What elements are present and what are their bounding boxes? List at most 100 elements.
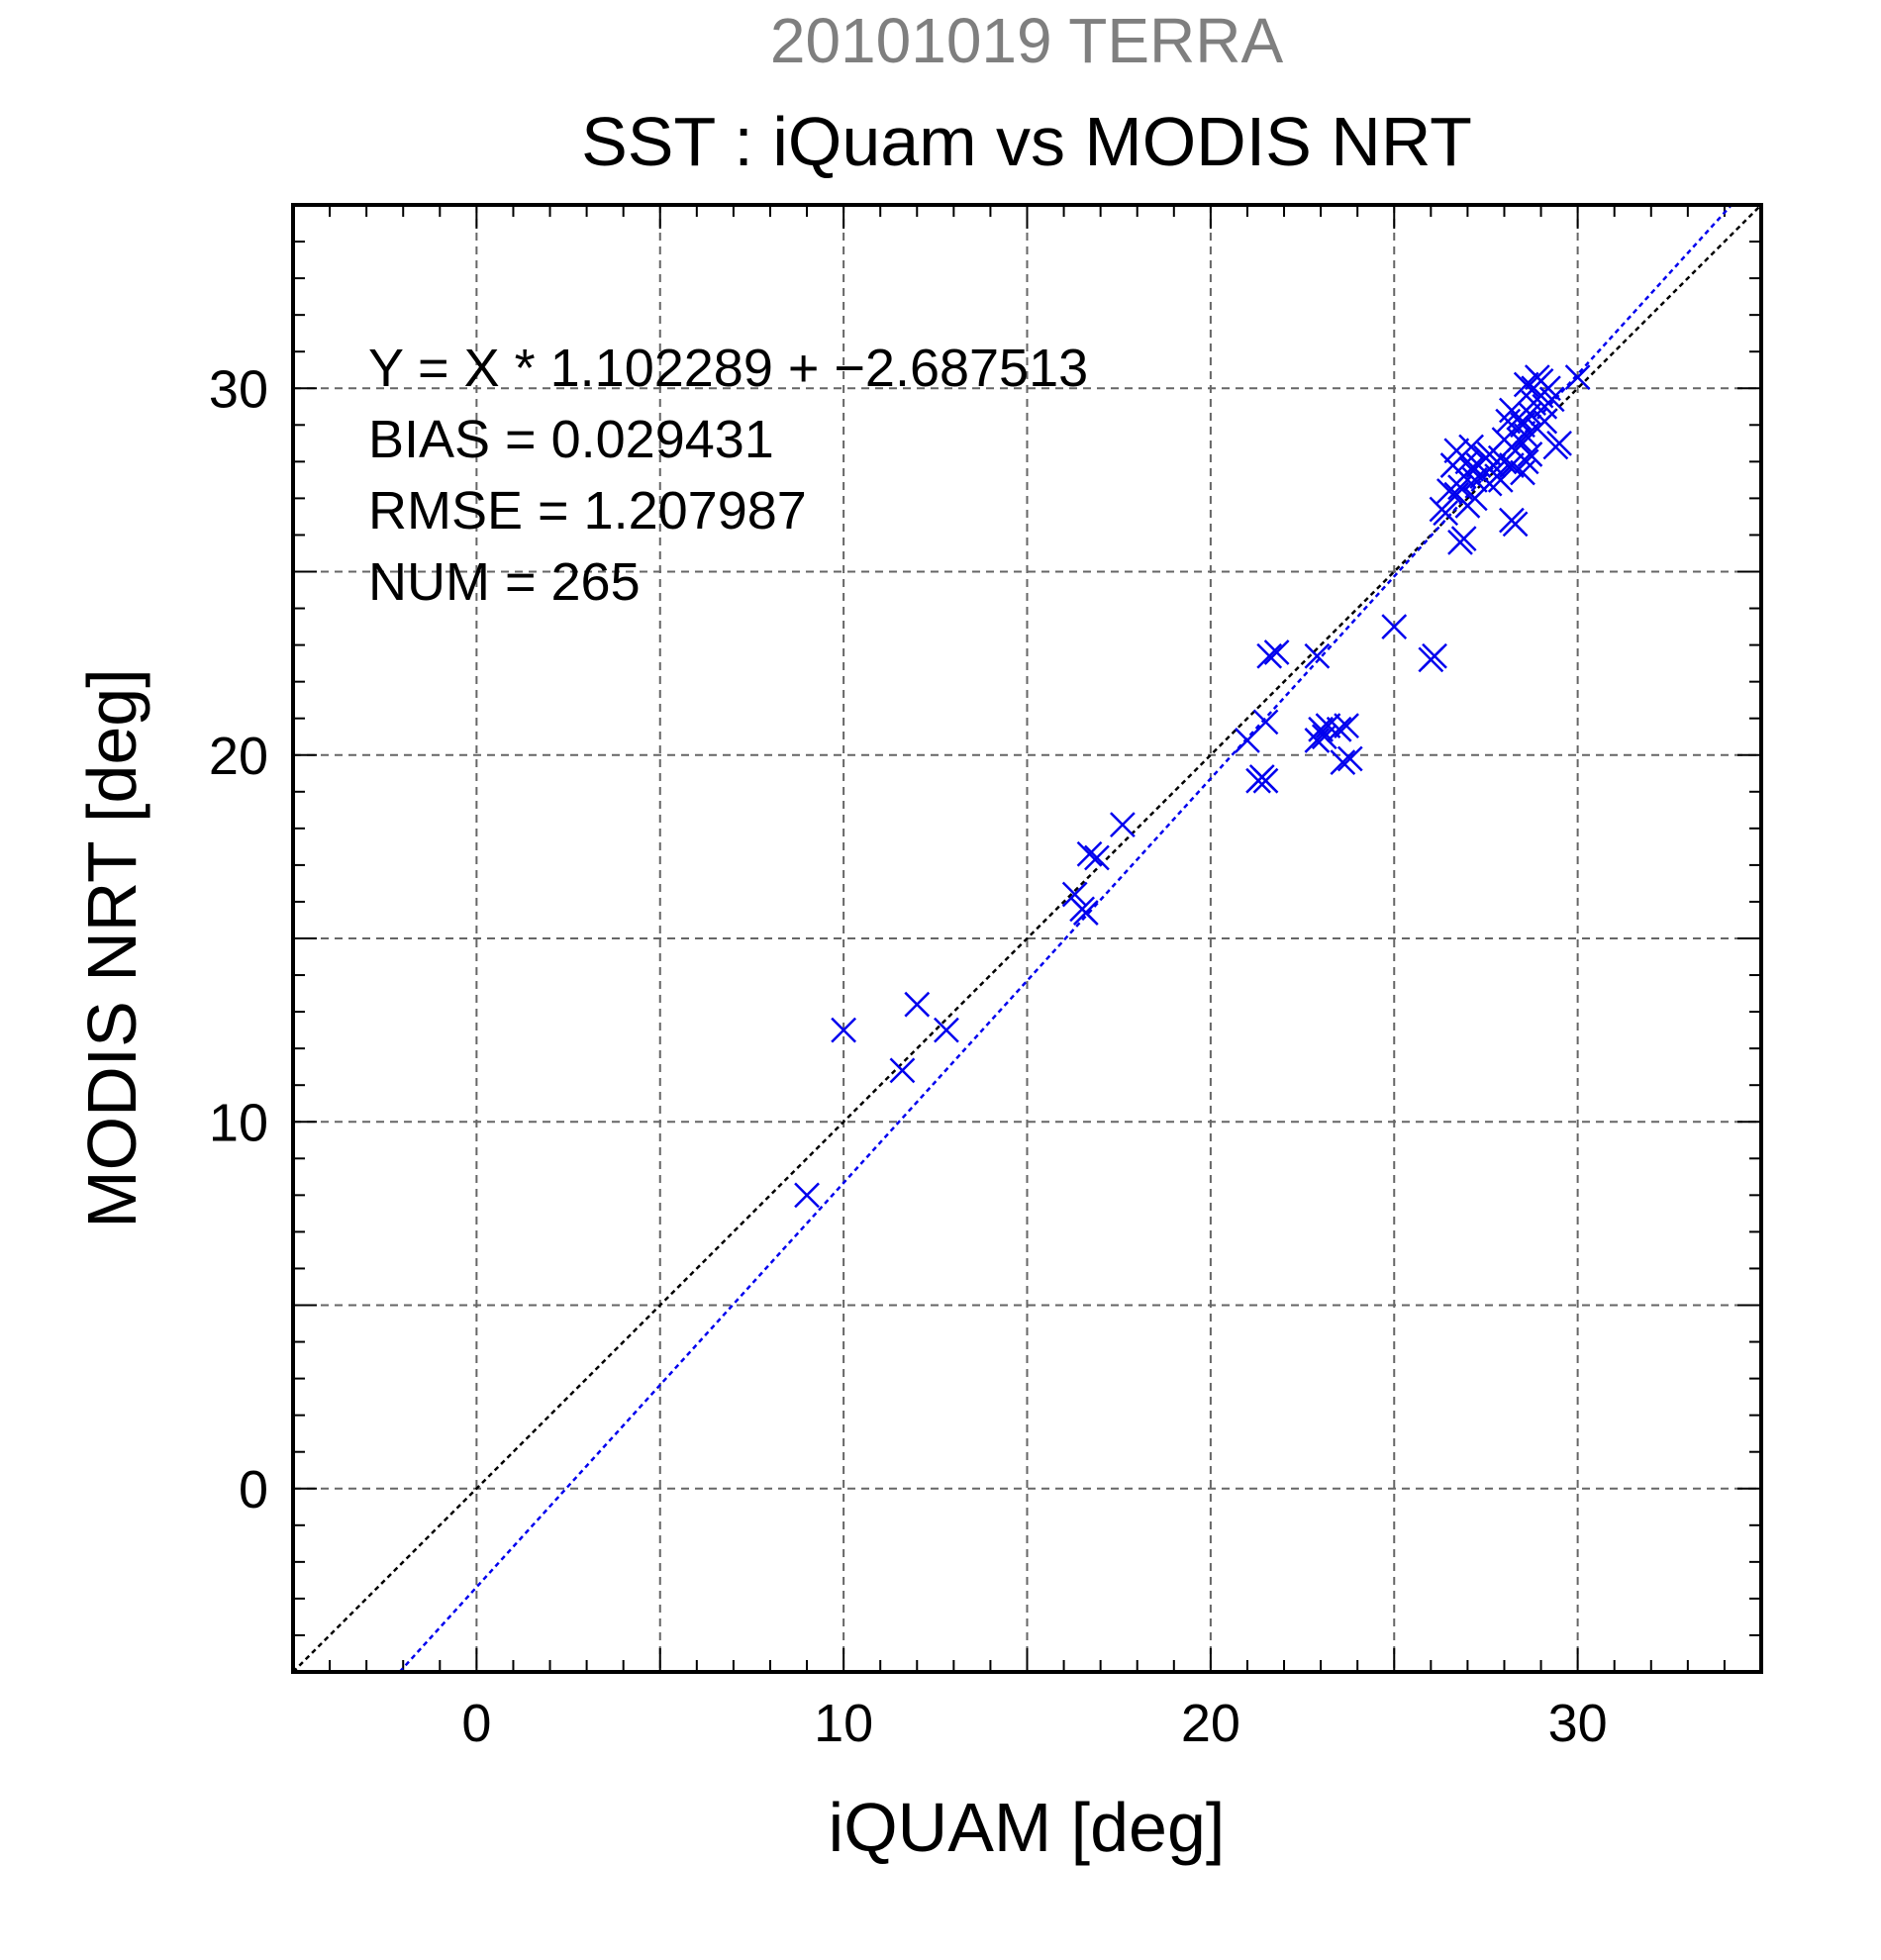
- fit-statistics: Y = X * 1.102289 + −2.687513 BIAS = 0.029…: [368, 339, 1088, 612]
- data-point-stroke: [889, 1057, 916, 1084]
- data-point-stroke: [1252, 767, 1279, 794]
- data-point: [934, 1017, 959, 1043]
- data-point: [1513, 448, 1539, 475]
- x-axis-label: iQUAM [deg]: [829, 1789, 1226, 1866]
- data-point-stroke: [1461, 466, 1488, 493]
- data-point-stroke: [1110, 812, 1136, 838]
- data-point-stroke: [1513, 448, 1539, 475]
- data-point-stroke: [1443, 481, 1470, 508]
- data-point-stroke: [1326, 716, 1352, 742]
- data-point-stroke: [1076, 840, 1103, 867]
- data-point-stroke: [1252, 709, 1279, 735]
- y-tick-label: 20: [209, 727, 268, 786]
- data-point: [1499, 397, 1525, 424]
- data-point: [1256, 642, 1283, 669]
- data-point-stroke: [1535, 375, 1561, 402]
- data-point-stroke: [1458, 455, 1484, 482]
- data-point: [1458, 455, 1484, 482]
- data-point-stroke: [934, 1017, 959, 1043]
- grid-layer: [293, 205, 1761, 1672]
- data-point-stroke: [1499, 397, 1525, 424]
- data-point-stroke: [1072, 900, 1099, 926]
- x-tick-label: 20: [1181, 1694, 1240, 1753]
- data-point-stroke: [1546, 430, 1572, 456]
- y-tick-label: 10: [209, 1093, 268, 1152]
- y-axis-label: MODIS NRT [deg]: [73, 668, 150, 1227]
- data-point-stroke: [1061, 881, 1088, 908]
- data-point-stroke: [794, 1182, 820, 1209]
- data-point-stroke: [1538, 386, 1565, 413]
- data-point: [1252, 767, 1279, 794]
- data-point-stroke: [1454, 448, 1481, 475]
- data-point-stroke: [1499, 452, 1525, 478]
- data-point-stroke: [1502, 511, 1529, 538]
- data-point: [1502, 511, 1529, 538]
- data-point: [1538, 386, 1565, 413]
- data-point-stroke: [1308, 716, 1334, 742]
- data-point: [1564, 364, 1591, 391]
- data-point: [1336, 745, 1363, 772]
- data-point: [1304, 642, 1331, 669]
- fit-statistic-line: BIAS = 0.029431: [368, 410, 774, 469]
- data-point-stroke: [1336, 745, 1363, 772]
- data-point-stroke: [831, 1017, 857, 1043]
- data-point-stroke: [904, 991, 931, 1018]
- data-point: [1308, 716, 1334, 742]
- data-point: [1517, 441, 1543, 467]
- data-point: [1546, 430, 1572, 456]
- data-point-stroke: [1334, 713, 1359, 738]
- data-point-stroke: [1450, 526, 1477, 552]
- data-point: [1433, 500, 1459, 527]
- plot-frame: [291, 203, 1763, 1674]
- data-point-stroke: [1381, 614, 1408, 639]
- data-point: [831, 1017, 857, 1043]
- fit-statistic-line: RMSE = 1.207987: [368, 481, 807, 540]
- data-point-stroke: [1263, 639, 1290, 665]
- data-point: [1450, 526, 1477, 552]
- data-point: [1252, 709, 1279, 735]
- x-tick-label: 30: [1548, 1694, 1608, 1753]
- data-point: [889, 1057, 916, 1084]
- fit-statistic-line: Y = X * 1.102289 + −2.687513: [368, 339, 1088, 398]
- data-point-stroke: [1330, 749, 1356, 776]
- data-point: [1476, 441, 1503, 467]
- data-point-stroke: [1517, 441, 1543, 467]
- data-point: [1330, 749, 1356, 776]
- chart-supertitle: 20101019 TERRA: [770, 5, 1284, 76]
- chart-title: SST : iQuam vs MODIS NRT: [581, 103, 1472, 180]
- data-point: [1513, 371, 1539, 398]
- data-point: [1422, 642, 1447, 669]
- data-point-stroke: [1487, 466, 1514, 493]
- data-point-stroke: [1510, 412, 1535, 439]
- data-point: [1510, 412, 1535, 439]
- data-point: [1532, 408, 1558, 435]
- y-tick-label: 30: [209, 359, 268, 419]
- data-point: [1487, 466, 1514, 493]
- data-point-stroke: [1256, 642, 1283, 669]
- data-point-stroke: [1304, 642, 1331, 669]
- data-point: [1458, 434, 1484, 460]
- data-point: [1076, 840, 1103, 867]
- data-point-stroke: [1532, 408, 1558, 435]
- fit-statistic-line: NUM = 265: [368, 552, 641, 612]
- y-tick-label: 0: [239, 1460, 268, 1519]
- data-point: [1334, 713, 1359, 738]
- data-point-stroke: [1513, 371, 1539, 398]
- data-point: [1443, 481, 1470, 508]
- points-layer: [794, 364, 1591, 1209]
- data-point: [794, 1182, 820, 1209]
- data-point: [904, 991, 931, 1018]
- data-point: [1263, 639, 1290, 665]
- data-point: [1506, 427, 1533, 453]
- data-point: [1499, 452, 1525, 478]
- data-point: [1110, 812, 1136, 838]
- data-point-stroke: [1084, 844, 1110, 871]
- tick-labels: 0 10 20 30 0 10 20 30: [209, 359, 1608, 1753]
- data-point: [1381, 614, 1408, 639]
- data-point: [1326, 716, 1352, 742]
- data-point-stroke: [1491, 448, 1518, 475]
- x-tick-label: 10: [814, 1694, 873, 1753]
- x-tick-label: 0: [461, 1694, 491, 1753]
- data-point: [1061, 881, 1088, 908]
